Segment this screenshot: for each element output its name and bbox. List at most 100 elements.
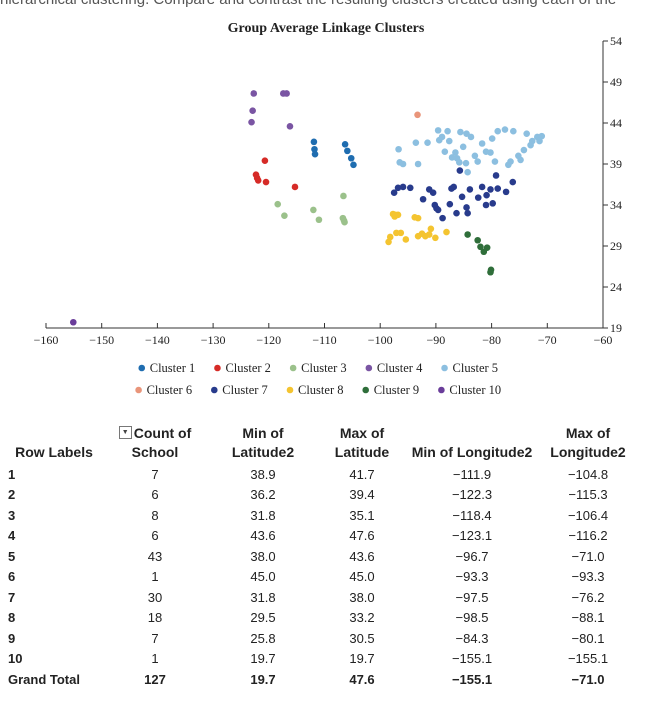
data-point [344, 147, 351, 155]
y-tick-label: 49 [610, 75, 622, 89]
data-point [254, 177, 262, 184]
table-cell: −93.3 [455, 569, 489, 585]
table-cell: 127 [144, 671, 166, 687]
table-cell: −71.0 [571, 548, 605, 564]
data-point [340, 217, 348, 224]
data-point [350, 161, 357, 169]
table-row[interactable]: 1 7 38.9 41.7 −111.9 −104.8 [8, 464, 640, 485]
data-point [464, 231, 471, 238]
data-point [402, 236, 410, 243]
table-cell: 39.4 [349, 487, 375, 503]
data-point [69, 318, 77, 326]
table-row[interactable]: 5 43 38.0 43.6 −96.7 −71.0 [8, 546, 640, 567]
data-point [453, 209, 460, 217]
legend-marker [438, 386, 445, 394]
data-point [457, 128, 464, 136]
data-point [347, 154, 355, 162]
data-point [311, 150, 319, 158]
legend-marker [138, 364, 146, 372]
data-point [466, 186, 474, 193]
data-point [310, 206, 317, 214]
table-cell: 19.7 [250, 651, 276, 667]
table-row[interactable]: Grand Total 127 19.7 47.6 −155.1 −71.0 [8, 669, 640, 690]
data-point [311, 145, 318, 153]
table-cell: 19.7 [250, 671, 276, 687]
data-point [261, 157, 269, 165]
data-point [502, 188, 510, 196]
data-point [474, 158, 481, 165]
legend-marker [289, 364, 297, 372]
chart-title: Group Average Linkage Clusters [228, 21, 425, 36]
data-point [492, 172, 500, 179]
data-point [458, 193, 466, 201]
table-cell: −155.1 [451, 671, 493, 687]
legend-label: Cluster 4 [377, 361, 423, 375]
x-tick-label: −150 [89, 333, 114, 347]
header-max-latitude[interactable]: Max of Latitude [334, 425, 390, 460]
table-cell: 19.7 [349, 651, 375, 667]
data-point [487, 186, 494, 193]
table-row[interactable]: 3 8 31.8 35.1 −118.4 −106.4 [8, 505, 640, 526]
header-row-labels[interactable]: Row Labels [15, 444, 93, 460]
y-tick-label: 29 [610, 239, 622, 253]
data-point [419, 195, 427, 203]
table-header-row: Row Labels ▼ Count of School Min of Latit… [8, 424, 640, 464]
data-point [406, 184, 414, 192]
table-cell: 18 [147, 610, 163, 626]
header-count-of-school[interactable]: ▼ Count of School [100, 424, 210, 464]
filter-dropdown-icon[interactable]: ▼ [118, 426, 132, 439]
data-point [477, 243, 484, 251]
data-point [386, 233, 394, 241]
table-cell: 38.0 [349, 589, 375, 605]
row-label: Grand Total [8, 671, 80, 687]
data-point [487, 268, 494, 276]
table-cell: −123.1 [451, 528, 493, 544]
data-point [274, 200, 282, 208]
data-point [310, 138, 318, 146]
table-cell: 29.5 [250, 610, 276, 626]
header-min-latitude[interactable]: Min of Latitude2 [231, 425, 295, 460]
table-cell: 8 [151, 507, 159, 523]
table-cell: −84.3 [455, 630, 489, 646]
table-cell: 43.6 [349, 548, 375, 564]
legend-marker [135, 386, 142, 394]
data-point [315, 216, 323, 224]
table-cell: 7 [151, 466, 159, 482]
table-cell: −97.5 [455, 589, 489, 605]
header-max-longitude[interactable]: Max of Longitude2 [550, 425, 626, 460]
table-row[interactable]: 10 1 19.7 19.7 −155.1 −155.1 [8, 649, 640, 670]
table-cell: −111.9 [452, 466, 492, 482]
table-cell: −155.1 [451, 651, 493, 667]
table-cell: −88.1 [571, 610, 605, 626]
data-point [412, 139, 420, 146]
table-cell: 6 [151, 528, 159, 544]
table-row[interactable]: 7 30 31.8 38.0 −97.5 −76.2 [8, 587, 640, 608]
data-point [340, 192, 347, 200]
data-point [399, 160, 407, 168]
y-tick-label: 44 [610, 116, 622, 130]
data-point [394, 184, 402, 192]
table-cell: 45.0 [250, 569, 276, 585]
table-row[interactable]: 2 6 36.2 39.4 −122.3 −115.3 [8, 485, 640, 506]
header-min-longitude[interactable]: Min of Longitude2 [411, 444, 533, 460]
data-point [250, 90, 258, 97]
x-tick-label: −130 [201, 333, 226, 347]
table-row[interactable]: 4 6 43.6 47.6 −123.1 −116.2 [8, 526, 640, 547]
table-row[interactable]: 6 1 45.0 45.0 −93.3 −93.3 [8, 567, 640, 588]
table-cell: −80.1 [571, 630, 605, 646]
cut-off-question-text: hierarchical clustering. Compare and con… [0, 0, 660, 8]
row-label: 3 [8, 507, 16, 523]
data-point [425, 231, 433, 238]
data-point [427, 225, 435, 233]
data-point [494, 127, 502, 135]
legend-marker [214, 364, 221, 372]
data-point [399, 183, 407, 191]
table-cell: −98.5 [455, 610, 489, 626]
table-cell: 7 [151, 630, 159, 646]
cluster-scatter-chart: Group Average Linkage Clusters −160 −150 −1… [34, 21, 622, 397]
table-row[interactable]: 9 7 25.8 30.5 −84.3 −80.1 [8, 628, 640, 649]
x-tick-label: −70 [538, 333, 557, 347]
data-point [456, 167, 464, 174]
table-row[interactable]: 8 18 29.5 33.2 −98.5 −88.1 [8, 608, 640, 629]
table-cell: 33.2 [349, 610, 375, 626]
